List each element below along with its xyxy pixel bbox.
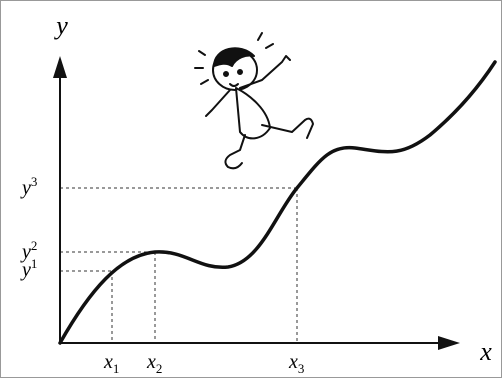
x-mark-index: 2 <box>156 361 163 376</box>
y-mark-var: y <box>20 241 31 263</box>
x-mark-label: x2 <box>146 351 162 376</box>
x-mark-index: 3 <box>298 361 305 376</box>
x-mark-var: x <box>288 351 298 373</box>
axes <box>53 56 460 350</box>
x-mark-index: 1 <box>113 361 120 376</box>
y-mark-index: 1 <box>31 256 38 271</box>
guides <box>60 187 298 343</box>
y-mark-index: 2 <box>31 238 38 253</box>
curve <box>58 60 497 345</box>
y-mark-index: 3 <box>31 174 38 189</box>
y-mark-label: y2 <box>20 238 37 263</box>
x-axis-label: x <box>479 337 492 366</box>
x-mark-var: x <box>146 351 156 373</box>
y-mark-label: y3 <box>20 174 37 199</box>
y-axis-label: y <box>53 11 68 40</box>
running-boy-icon <box>194 32 314 170</box>
y-mark-var: y <box>20 177 31 199</box>
y-mark-var: y <box>20 259 31 281</box>
x-mark-var: x <box>103 351 113 373</box>
x-mark-label: x1 <box>103 351 119 376</box>
y-mark-label: y1 <box>20 256 37 281</box>
x-mark-label: x3 <box>288 351 304 376</box>
